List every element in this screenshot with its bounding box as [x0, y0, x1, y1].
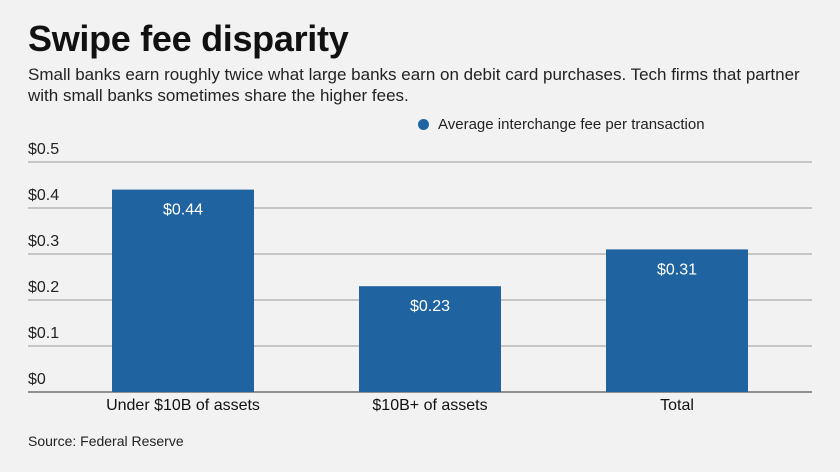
bar: [606, 249, 748, 392]
y-tick-label: $0.2: [28, 279, 59, 296]
data-label: $0.44: [163, 202, 203, 219]
x-category-label: $10B+ of assets: [372, 397, 487, 414]
source-note: Source: Federal Reserve: [28, 433, 184, 449]
y-tick-label: $0.1: [28, 325, 59, 342]
data-label: $0.23: [410, 298, 450, 315]
bar: [359, 286, 501, 392]
bar: [112, 189, 254, 392]
chart-title: Swipe fee disparity: [28, 18, 349, 59]
x-category-label: Under $10B of assets: [106, 397, 260, 414]
legend: Average interchange fee per transaction: [418, 116, 705, 133]
legend-label: Average interchange fee per transaction: [438, 116, 705, 133]
x-category-label: Total: [660, 397, 694, 414]
y-tick-label: $0: [28, 371, 46, 388]
y-tick-label: $0.5: [28, 141, 59, 158]
legend-marker: [418, 119, 429, 130]
y-tick-label: $0.4: [28, 187, 59, 204]
chart-subtitle: Small banks earn roughly twice what larg…: [28, 65, 800, 105]
y-tick-label: $0.3: [28, 233, 59, 250]
data-label: $0.31: [657, 261, 697, 278]
